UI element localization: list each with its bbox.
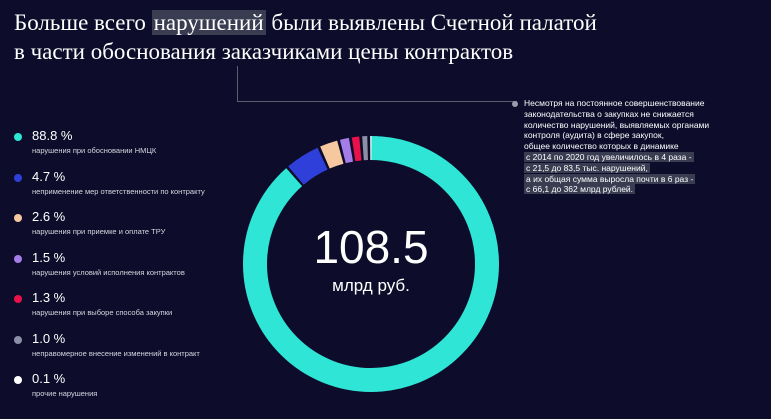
legend-label: прочие нарушения (32, 389, 98, 398)
note-line: количество нарушений, выявляемых органам… (524, 119, 710, 130)
note-highlight: а их общая сумма выросла почти в 6 раз - (524, 173, 696, 184)
donut-slice (243, 136, 499, 393)
title-highlight: нарушений (151, 10, 266, 35)
connector-line-vertical (237, 66, 238, 102)
note-line: законодательства о закупках не снижается (524, 108, 694, 119)
total-unit: млрд руб. (332, 276, 410, 295)
legend-marker (14, 214, 22, 222)
donut-slice (243, 135, 499, 392)
note-line-highlighted: с 21,5 до 83,5 тыс. нарушений, (524, 162, 756, 174)
legend-marker (14, 335, 22, 344)
note-bullet-icon (512, 101, 518, 107)
donut-slice (243, 136, 499, 392)
note-line: общее количество которых в динамике (524, 141, 679, 152)
title-line-2: в части обоснования заказчиками цены кон… (14, 39, 514, 64)
legend-marker (14, 254, 22, 263)
legend-value: 1.0 % (32, 330, 66, 346)
note-highlight: с 2014 по 2020 год увеличилось в 4 раза … (524, 151, 694, 162)
legend-marker (14, 295, 22, 303)
chart-title: Больше всего нарушений были выявлены Сче… (14, 8, 597, 66)
legend-label: неприменение мер ответственности по конт… (32, 186, 205, 196)
note-line-highlighted: с 66,1 до 362 млрд рублей. (524, 184, 756, 195)
legend-marker (14, 173, 22, 182)
note-highlight: с 66,1 до 362 млрд рублей. (524, 184, 636, 195)
donut-slice (242, 135, 499, 392)
note-line-highlighted: а их общая сумма выросла почти в 6 раз - (524, 173, 756, 185)
note-line: контроля (аудита) в сфере закупок, (524, 130, 664, 141)
note-highlight: с 21,5 до 83,5 тыс. нарушений, (524, 162, 650, 173)
note-line-highlighted: с 2014 по 2020 год увеличилось в 4 раза … (524, 151, 756, 163)
note-text: Несмотря на постоянное совершенствование… (524, 98, 756, 195)
legend-label: нарушения условий исполнения контрактов (32, 267, 185, 277)
legend-value: 88.8 % (32, 128, 73, 143)
donut-slice (243, 136, 499, 393)
legend-value: 0.1 % (32, 371, 66, 386)
legend-label: неправомерное внесение изменений в контр… (32, 348, 200, 358)
total-value: 108.5 (313, 221, 429, 273)
connector-line-horizontal (237, 101, 517, 102)
legend-marker (14, 376, 22, 384)
legend-label: нарушения при приемке и оплате ТРУ (32, 227, 166, 236)
note-line: Несмотря на постоянное совершенствование (524, 98, 705, 108)
donut-slice (243, 136, 499, 392)
legend-label: нарушения при обосновании НМЦК (32, 146, 157, 155)
legend-value: 1.5 % (32, 249, 66, 265)
legend-value: 1.3 % (32, 290, 66, 305)
legend-value: 2.6 % (32, 209, 66, 224)
legend-marker (14, 133, 22, 141)
legend-value: 4.7 % (32, 168, 66, 184)
legend-label: нарушения при выборе способа закупки (32, 308, 173, 317)
title-line-1: Больше всего нарушений были выявлены Сче… (14, 10, 597, 35)
